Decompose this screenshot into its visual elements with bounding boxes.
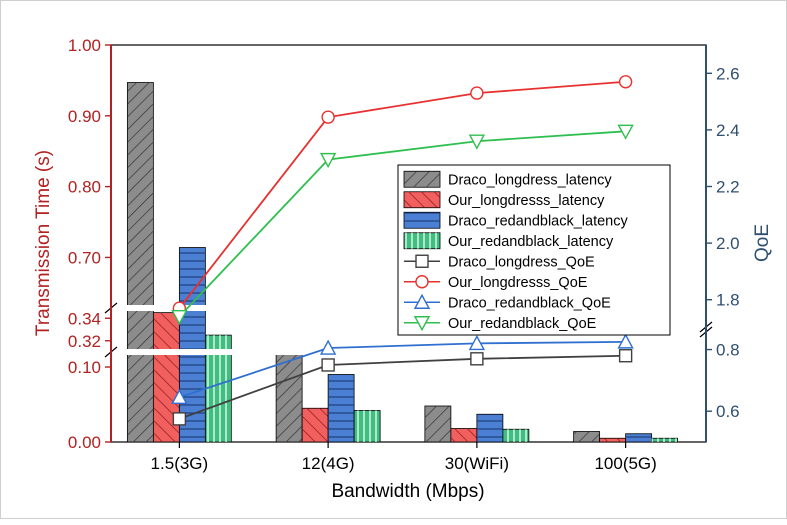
y-right-tick-label: 2.6	[716, 64, 740, 83]
y-left-tick-label: 0.90	[68, 107, 101, 126]
y-right-tick-label: 2.0	[716, 234, 740, 253]
draco-longdress-latency-bar-0-hatch	[127, 82, 154, 443]
draco-redandblack-latency-bar-3-hatch	[625, 433, 652, 442]
y-axis-right-title: QoE	[752, 224, 773, 262]
bars-layer	[126, 82, 679, 443]
draco-redandblack-qoe-point-3	[617, 333, 634, 349]
y-right-tick-label: 0.6	[716, 402, 740, 421]
draco-longdress-qoe-point-3	[618, 349, 633, 363]
draco-longdress-qoe-point-1	[321, 358, 335, 372]
legend-marker-draco-longdress-qoe	[415, 254, 429, 268]
y-axis-left-title: Transmission Time (s)	[33, 150, 54, 336]
our-longdresss-latency-bar-1-hatch	[302, 408, 329, 442]
our-redandblack-latency-bar-1-hatch	[354, 410, 381, 442]
y-left-tick-label: 1.00	[68, 36, 101, 55]
y-right-tick-label: 1.8	[716, 291, 740, 310]
legend-swatch-hatch-draco-longdress-latency	[404, 171, 440, 188]
legend-marker-draco-redandblack-qoe	[413, 293, 431, 309]
our-longdresss-qoe-point-1	[321, 110, 335, 124]
draco-redandblack-latency-bar-2-hatch	[476, 414, 503, 442]
legend-box	[397, 164, 671, 336]
legend-label: Our_longdresss_latency	[448, 193, 605, 209]
our-redandblack-qoe-line	[178, 130, 626, 318]
draco-longdress-latency-bar-1-hatch	[276, 352, 303, 442]
y-right-tick-label: 2.4	[716, 121, 740, 140]
y-right-tick-label: 2.2	[716, 178, 740, 197]
draco-longdress-qoe-line	[179, 354, 626, 420]
legend-label: Draco_redandblack_QoE	[448, 295, 611, 311]
draco-redandblack-latency-bar-1-hatch	[328, 374, 355, 442]
draco-redandblack-qoe-line	[179, 340, 626, 399]
legend-label: Draco_redandblack_latency	[448, 213, 628, 229]
draco-longdress-latency-bar-2-hatch	[424, 406, 451, 442]
our-redandblack-qoe-point-2	[468, 134, 486, 150]
legend-swatch-hatch-our-longdresss-latency	[404, 191, 440, 208]
our-redandblack-qoe-point-1	[319, 152, 337, 169]
legend-marker-our-redandblack-qoe	[413, 316, 431, 332]
y-left-tick-label: 0.70	[68, 248, 101, 267]
x-axis-title: Bandwidth (Mbps)	[331, 481, 484, 502]
x-tick-label: 12(4G)	[302, 454, 355, 473]
axis-break-band-lower	[112, 349, 705, 355]
x-tick-label: 1.5(3G)	[151, 454, 209, 473]
draco-redandblack-qoe-point-0	[171, 388, 188, 405]
our-redandblack-latency-bar-2-hatch	[502, 429, 529, 442]
our-longdresss-qoe-point-3	[618, 75, 633, 89]
legend-swatch-hatch-draco-redandblack-latency	[404, 212, 440, 229]
our-longdresss-latency-bar-3-hatch	[599, 438, 626, 442]
y-left-tick-label: 0.00	[68, 433, 101, 452]
y-left-tick-label: 0.10	[68, 358, 101, 377]
legend-label: Our_redandblack_QoE	[448, 316, 597, 332]
draco-longdress-qoe-point-2	[470, 352, 484, 366]
our-redandblack-latency-bar-3-hatch	[651, 438, 678, 442]
legend: Draco_longdress_latency Our_longdresss_la…	[397, 164, 671, 336]
legend-label: Our_redandblack_latency	[448, 234, 614, 250]
draco-longdress-latency-bar-3-hatch	[573, 431, 600, 442]
y-right-tick-label: 0.8	[716, 341, 740, 360]
legend-label: Draco_longdress_QoE	[448, 254, 595, 270]
draco-redandblack-qoe-point-1	[319, 339, 337, 355]
legend-label: Draco_longdress_latency	[448, 172, 612, 188]
our-longdresss-qoe-line	[178, 80, 626, 309]
our-longdresss-latency-bar-2-hatch	[450, 428, 477, 442]
draco-longdress-qoe-point-0	[172, 412, 187, 426]
our-longdresss-qoe-point-2	[470, 86, 484, 100]
our-redandblack-qoe-point-0	[171, 309, 188, 326]
y-left-tick-label: 0.32	[68, 332, 101, 351]
y-left-tick-label: 0.80	[68, 178, 101, 197]
x-tick-label: 100(5G)	[594, 454, 656, 473]
lines-layer	[171, 75, 634, 426]
legend-marker-our-longdresss-qoe	[415, 275, 429, 289]
y-left-tick-label: 0.34	[68, 309, 101, 328]
draco-redandblack-qoe-point-2	[468, 334, 486, 351]
axes-layer: 0.00 0.10 0.32 0.34 0.70 0.80 0.90 1.00 0.6 0.8 1.…	[68, 36, 740, 473]
legend-label: Our_longdresss_QoE	[448, 275, 588, 291]
our-redandblack-qoe-point-3	[617, 124, 634, 140]
legend-swatch-hatch-our-redandblack-latency	[404, 232, 440, 249]
x-tick-label: 30(WiFi)	[445, 454, 509, 473]
